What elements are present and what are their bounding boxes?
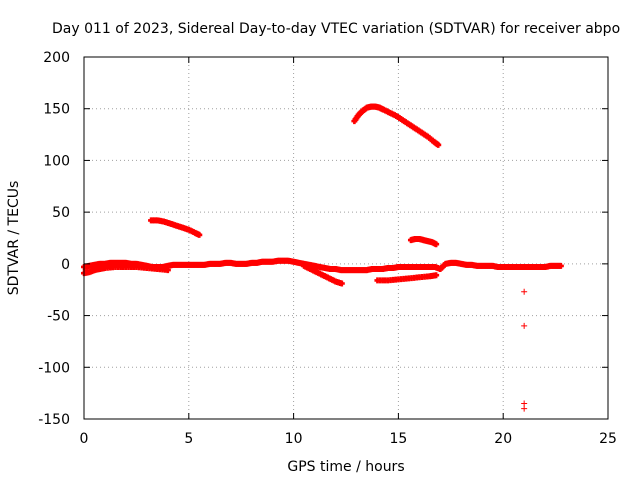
series bbox=[81, 257, 564, 274]
point-marker bbox=[521, 405, 528, 412]
point-marker bbox=[196, 231, 203, 238]
y-tick-label: 50 bbox=[52, 205, 70, 221]
chart-title: Day 011 of 2023, Sidereal Day-to-day VTE… bbox=[52, 21, 620, 37]
data-points bbox=[81, 103, 564, 412]
x-tick-label: 5 bbox=[184, 431, 193, 447]
x-tick-label: 15 bbox=[389, 431, 407, 447]
x-tick-label: 20 bbox=[494, 431, 512, 447]
y-tick-label: 100 bbox=[43, 153, 70, 169]
series bbox=[351, 103, 442, 148]
series bbox=[521, 288, 528, 412]
x-tick-label: 0 bbox=[80, 431, 89, 447]
plot-frame bbox=[83, 56, 609, 420]
y-tick-label: 150 bbox=[43, 102, 70, 118]
series bbox=[301, 262, 345, 287]
y-tick-label: 200 bbox=[43, 50, 70, 66]
axis-ticks: 0 5 10 15 20 25 -150 -100 -50 0 50 100 150 200 bbox=[38, 50, 617, 447]
point-marker bbox=[338, 280, 345, 287]
point-marker bbox=[557, 262, 564, 269]
y-tick-label: -150 bbox=[38, 412, 70, 428]
point-marker bbox=[435, 141, 442, 148]
point-marker bbox=[521, 322, 528, 329]
y-tick-label: -50 bbox=[47, 309, 70, 325]
series bbox=[407, 236, 440, 248]
point-marker bbox=[433, 241, 440, 248]
y-axis-label: SDTVAR / TECUs bbox=[6, 181, 22, 296]
series bbox=[148, 217, 203, 238]
y-tick-label: 0 bbox=[61, 257, 70, 273]
x-tick-label: 10 bbox=[285, 431, 303, 447]
y-tick-label: -100 bbox=[38, 360, 70, 376]
x-axis-label: GPS time / hours bbox=[287, 459, 404, 475]
gridlines bbox=[84, 57, 608, 419]
series bbox=[81, 263, 171, 277]
point-marker bbox=[521, 288, 528, 295]
point-marker bbox=[433, 272, 440, 279]
series bbox=[374, 272, 440, 284]
point-marker bbox=[521, 400, 528, 407]
x-tick-label: 25 bbox=[599, 431, 617, 447]
point-marker bbox=[164, 267, 171, 274]
